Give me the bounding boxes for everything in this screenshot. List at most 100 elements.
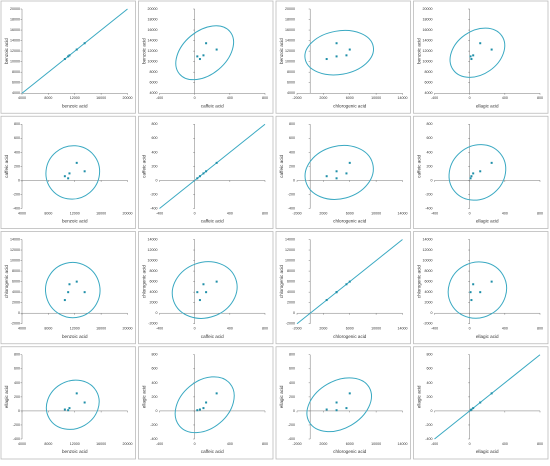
y-axis-label: chlorogenic acid [4, 265, 9, 299]
y-tick-label: 8000 [425, 70, 433, 74]
y-tick-label: 10000 [423, 60, 433, 64]
y-tick-label: 16000 [10, 28, 20, 32]
point [215, 280, 218, 283]
x-tick-label: 4000 [18, 327, 26, 331]
x-tick-label: -400 [156, 211, 163, 215]
y-tick-label: 16000 [423, 28, 433, 32]
y-tick-label: 600 [427, 136, 433, 140]
y-tick-label: -400 [13, 437, 20, 441]
point [75, 280, 78, 283]
confidence-ellipse [304, 29, 374, 76]
x-tick-label: 14000 [398, 327, 408, 331]
point [68, 54, 71, 57]
y-axis-label: caffeic acid [279, 154, 284, 177]
y-tick-label: 14000 [285, 237, 295, 241]
x-tick-label: -400 [431, 211, 438, 215]
x-tick-label: 2000 [319, 442, 327, 446]
panel: -2000 2000 6000 10000 14000-400-200020040060… [275, 346, 411, 460]
x-tick-label: 800 [537, 211, 543, 215]
x-tick-label: 8000 [44, 96, 52, 100]
y-tick-label: 0 [293, 409, 295, 413]
y-axis-label: caffeic acid [417, 154, 422, 177]
point [345, 407, 348, 410]
point [215, 161, 218, 164]
point [348, 280, 351, 283]
point [469, 409, 472, 412]
y-tick-label: 400 [427, 381, 433, 385]
x-tick-label: 16000 [96, 211, 106, 215]
y-axis-label: benzoic acid [4, 38, 9, 64]
x-tick-label: 8000 [44, 211, 52, 215]
point [470, 58, 473, 61]
y-tick-label: 4000 [12, 290, 20, 294]
point [345, 54, 348, 57]
x-tick-label: 10000 [371, 327, 381, 331]
confidence-ellipse [45, 261, 101, 319]
x-axis-label: benzoic acid [62, 449, 88, 454]
x-tick-label: 0 [469, 211, 471, 215]
x-tick-label: 10000 [371, 96, 381, 100]
x-tick-label: 20000 [123, 96, 133, 100]
y-tick-label: 10000 [10, 60, 20, 64]
y-tick-label: 16000 [148, 28, 158, 32]
y-tick-label: 0 [293, 311, 295, 315]
y-axis-label: benzoic acid [417, 38, 422, 64]
point [348, 161, 351, 164]
y-tick-label: 18000 [285, 17, 295, 21]
y-axis-label: benzoic acid [142, 38, 147, 64]
y-tick-label: 200 [427, 164, 433, 168]
y-tick-label: 4000 [287, 290, 295, 294]
y-tick-label: 4000 [425, 290, 433, 294]
panel-frame [138, 115, 274, 229]
y-tick-label: 12000 [148, 248, 158, 252]
point [198, 299, 201, 302]
y-tick-label: -400 [288, 206, 295, 210]
x-tick-label: -400 [156, 327, 163, 331]
confidence-ellipse [45, 145, 101, 200]
point [470, 299, 473, 302]
x-tick-label: 800 [537, 442, 543, 446]
panel: -2000 2000 6000 10000 14000-400-200020040060… [275, 115, 411, 229]
panel-frame [0, 231, 136, 345]
x-tick-label: 12000 [70, 327, 80, 331]
y-axis-label: chlorogenic acid [279, 265, 284, 299]
y-axis-label: ellagic acid [142, 385, 147, 408]
panel: -400 0 400 800 -400 -200 0 200 400 600 800 caffeic … [138, 115, 274, 229]
x-tick-label: 2000 [319, 327, 327, 331]
x-tick-label: 0 [469, 327, 471, 331]
point [348, 392, 351, 395]
y-tick-label: -200 [150, 192, 157, 196]
confidence-ellipse [449, 27, 506, 78]
panel: -2000 2000 6000 10000 14000 4000 6000 8000 10000… [275, 0, 411, 114]
y-tick-label: 0 [431, 178, 433, 182]
x-tick-label: 400 [227, 442, 233, 446]
y-tick-label: 6000 [287, 81, 295, 85]
x-tick-label: 2000 [319, 211, 327, 215]
y-tick-label: 6000 [425, 280, 433, 284]
y-tick-label: 16000 [285, 28, 295, 32]
y-tick-label: 10000 [285, 259, 295, 263]
y-tick-label: 6000 [12, 280, 20, 284]
y-tick-label: 400 [14, 381, 20, 385]
point [68, 283, 71, 286]
y-tick-label: -200 [288, 192, 295, 196]
panel-frame [275, 231, 411, 345]
point [490, 392, 493, 395]
y-tick-label: 14000 [423, 39, 433, 43]
x-tick-label: 20000 [123, 211, 133, 215]
y-tick-label: 10000 [148, 259, 158, 263]
x-tick-label: 10000 [371, 211, 381, 215]
y-tick-label: 400 [152, 150, 158, 154]
x-tick-label: 400 [502, 442, 508, 446]
x-tick-label: 0 [194, 442, 196, 446]
y-tick-label: -2000 [286, 322, 295, 326]
panel-frame [413, 115, 549, 229]
y-tick-label: -200 [13, 192, 20, 196]
point [469, 55, 472, 58]
y-tick-label: 4000 [150, 290, 158, 294]
point [490, 161, 493, 164]
x-axis-label: ellagic acid [476, 334, 499, 339]
x-tick-label: -400 [431, 327, 438, 331]
y-tick-label: 4000 [150, 91, 158, 95]
